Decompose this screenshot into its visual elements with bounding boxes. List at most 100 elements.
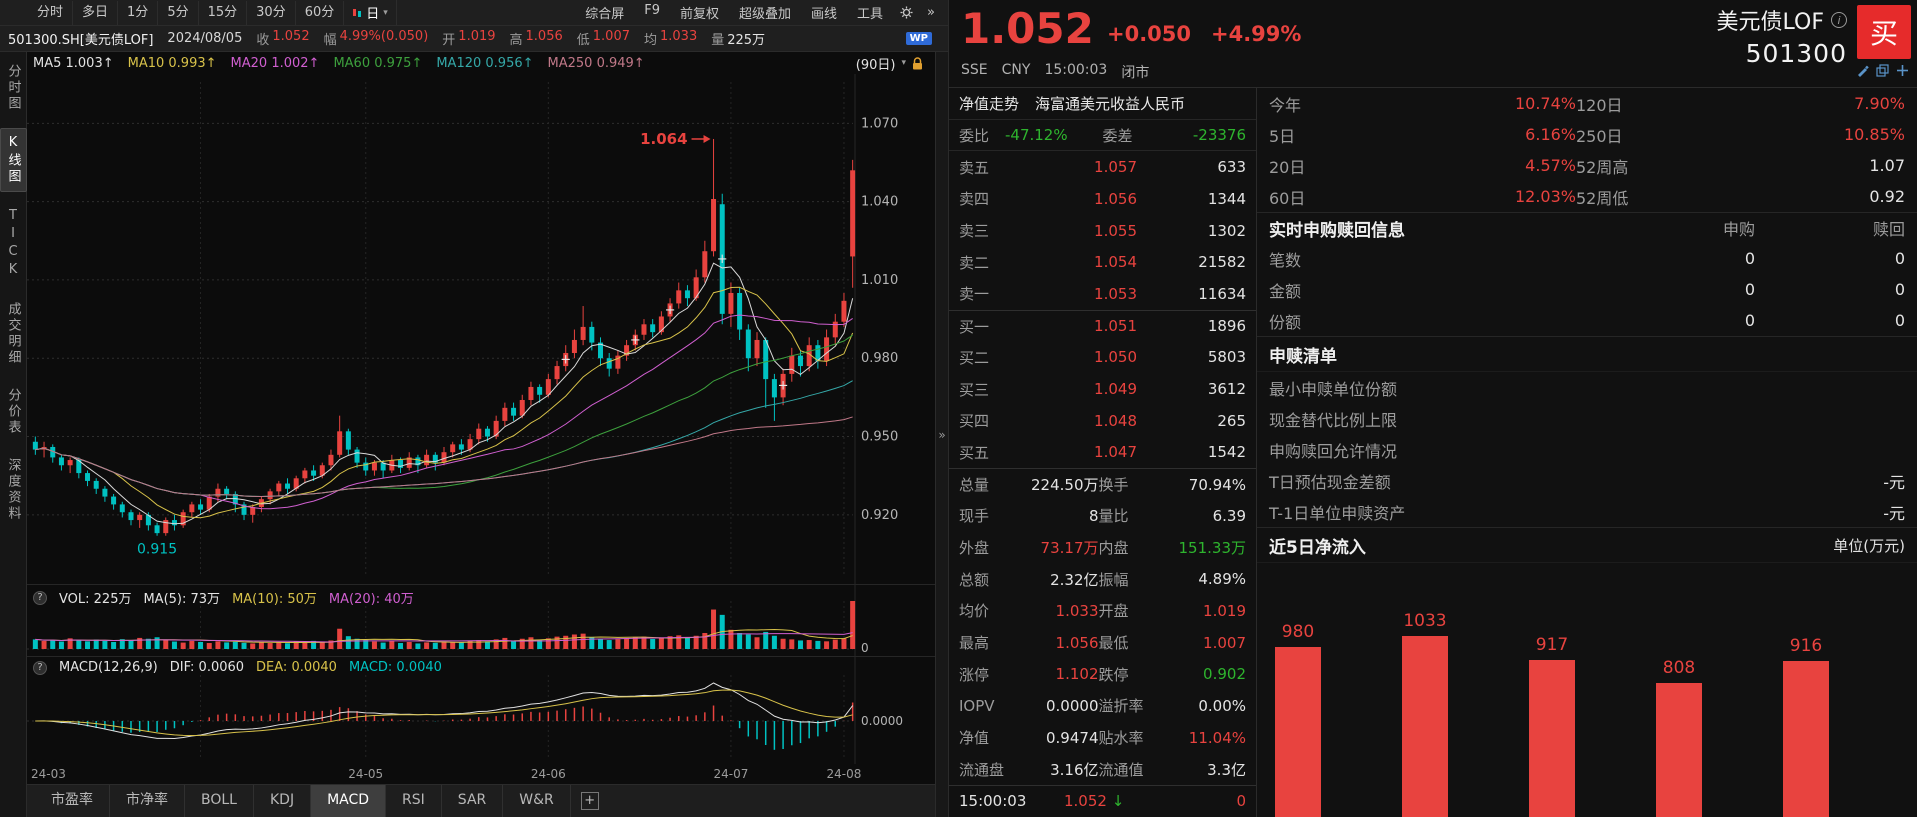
tool-item[interactable]: 工具 (857, 7, 884, 22)
sidebar-item[interactable]: TICK (5, 208, 21, 280)
tab-item[interactable]: BOLL (185, 785, 254, 817)
sidebar-item[interactable]: 深度资料 (5, 458, 21, 522)
sidebar-item[interactable]: 分价表 (5, 388, 21, 436)
more-tools-icon[interactable]: » (927, 5, 935, 20)
help-icon[interactable]: ? (33, 660, 47, 675)
tab-item[interactable]: SAR (442, 785, 504, 817)
volume-chart[interactable]: 0 (27, 585, 935, 656)
book-price: 1.053 (1094, 284, 1137, 303)
overlay-windows-icon[interactable] (1876, 64, 1889, 77)
period-item[interactable]: 多日 (73, 0, 119, 25)
perf-label: 52周低 (1576, 188, 1629, 208)
weicha-label: 委差 (1102, 126, 1133, 145)
book-size: 265 (1217, 411, 1246, 430)
candlestick-chart[interactable]: 1.070 1.040 1.010 0.980 0.950 0.920 + + + + +1.064… (27, 74, 935, 584)
list-row: 最小申赎单位份额 (1257, 372, 1917, 403)
list-label: T日预估现金差额 (1269, 472, 1391, 492)
tool-item[interactable]: 画线 (811, 7, 838, 22)
add-indicator-button[interactable]: + (580, 792, 599, 810)
buy-button[interactable]: 买 (1857, 5, 1911, 59)
stat-value: 0.9474 (1046, 728, 1099, 747)
pencil-icon[interactable] (1856, 64, 1869, 77)
tool-item[interactable]: 综合屏 (585, 7, 625, 22)
vol-ma5-label: MA(5): 73万 (143, 592, 221, 607)
tab-item[interactable]: MACD (311, 785, 387, 817)
price-change: +0.050 (1107, 22, 1192, 46)
vol-label: VOL: 225万 (59, 592, 132, 607)
book-label: 卖三 (959, 222, 990, 241)
tab-item[interactable]: RSI (386, 785, 442, 817)
panel-collapse-handle[interactable]: » (935, 52, 948, 817)
fund-name: 海富通美元收益人民币 (1035, 94, 1186, 113)
ma-value: MA20 1.002↑ (230, 55, 320, 71)
instrument-code: 501300 (1745, 39, 1847, 68)
ask-row[interactable]: 卖一 1.053 11634 (949, 278, 1256, 310)
perf-label: 52周高 (1576, 157, 1629, 177)
help-icon[interactable]: ? (33, 590, 47, 605)
period-item[interactable]: 60分 (296, 0, 345, 25)
tab-item[interactable]: KDJ (254, 785, 312, 817)
tab-item[interactable]: 市盈率 (35, 785, 110, 817)
period-item[interactable]: 1分 (118, 0, 159, 25)
info-field-label: 量 (711, 33, 725, 48)
tool-item[interactable]: 超级叠加 (738, 7, 791, 22)
stat-label: 外盘 (959, 538, 990, 557)
sidebar-item[interactable]: K线图 (0, 128, 27, 192)
add-panel-icon[interactable] (1896, 64, 1909, 77)
flow-bar (1783, 661, 1829, 817)
period-item[interactable]: 15分 (199, 0, 248, 25)
net-inflow-unit: 单位(万元) (1833, 536, 1905, 555)
ask-row[interactable]: 卖二 1.054 21582 (949, 246, 1256, 278)
instrument-name: 美元债LOF (1716, 10, 1824, 35)
tab-item[interactable]: W&R (503, 785, 571, 817)
info-icon[interactable]: i (1831, 12, 1847, 28)
redemption-list-title: 申赎清单 (1269, 346, 1337, 367)
period-item[interactable]: 分时 (28, 0, 74, 25)
sidebar-item[interactable]: 成交明细 (5, 302, 21, 366)
bid-row[interactable]: 买三 1.049 3612 (949, 373, 1256, 405)
bid-row[interactable]: 买四 1.048 265 (949, 405, 1256, 437)
flow-bar (1275, 647, 1321, 817)
ma-value: MA120 0.956↑ (436, 55, 534, 71)
nav-tab-netvalue[interactable]: 净值走势 (959, 94, 1020, 113)
tab-item[interactable]: 市净率 (110, 785, 185, 817)
sidebar-item[interactable]: 分时图 (5, 64, 21, 112)
stat-row: 总量 224.50万 换手 70.94% (949, 468, 1256, 500)
period-item[interactable]: 5分 (158, 0, 199, 25)
period-item[interactable]: 30分 (247, 0, 296, 25)
wp-badge[interactable]: WP (905, 32, 932, 45)
bid-row[interactable]: 买一 1.051 1896 (949, 309, 1256, 342)
book-price: 1.056 (1094, 189, 1137, 208)
lock-icon[interactable] (912, 56, 923, 70)
gear-icon[interactable] (893, 6, 920, 19)
range-selector[interactable]: (90日) (855, 57, 896, 73)
stat-value: 151.33万 (1178, 538, 1247, 557)
macd-dif-label: DIF: 0.0060 (169, 660, 245, 675)
perf-row: 60日 12.03% 52周低 0.92 (1257, 181, 1917, 212)
ask-row[interactable]: 卖四 1.056 1344 (949, 183, 1256, 215)
macd-chart[interactable]: 0.0000 (27, 657, 935, 764)
stats-grid: 总量 224.50万 换手 70.94% 现手 8 量比 6.39 外盘 73.17万 内盘 151.… (949, 468, 1256, 785)
book-label: 买一 (959, 317, 990, 336)
bid-row[interactable]: 买五 1.047 1542 (949, 437, 1256, 469)
perf-row: 20日 4.57% 52周高 1.07 (1257, 150, 1917, 181)
ask-row[interactable]: 卖五 1.057 633 (949, 151, 1256, 183)
book-price: 1.057 (1094, 158, 1137, 177)
rt-redeem-value: 0 (1894, 311, 1905, 330)
book-price: 1.051 (1094, 317, 1137, 336)
tool-item[interactable]: F9 (644, 3, 660, 18)
ask-row[interactable]: 卖三 1.055 1302 (949, 215, 1256, 247)
bid-row[interactable]: 买二 1.050 5803 (949, 342, 1256, 374)
info-field-label: 收 (256, 33, 270, 48)
info-field-value: 1.056 (525, 29, 563, 44)
tool-item[interactable]: 前复权 (679, 7, 719, 22)
period-daily-button[interactable]: 日 ▾ (344, 0, 397, 25)
info-field-label: 开 (442, 33, 456, 48)
perf-label: 今年 (1269, 95, 1302, 115)
symbol-label[interactable]: 501300.SH[美元债LOF] (8, 33, 154, 48)
stat-value: 4.89% (1198, 570, 1246, 589)
candle-icon (353, 8, 362, 17)
stat-value: 224.50万 (1031, 476, 1099, 495)
stat-label: 贴水率 (1098, 729, 1144, 748)
